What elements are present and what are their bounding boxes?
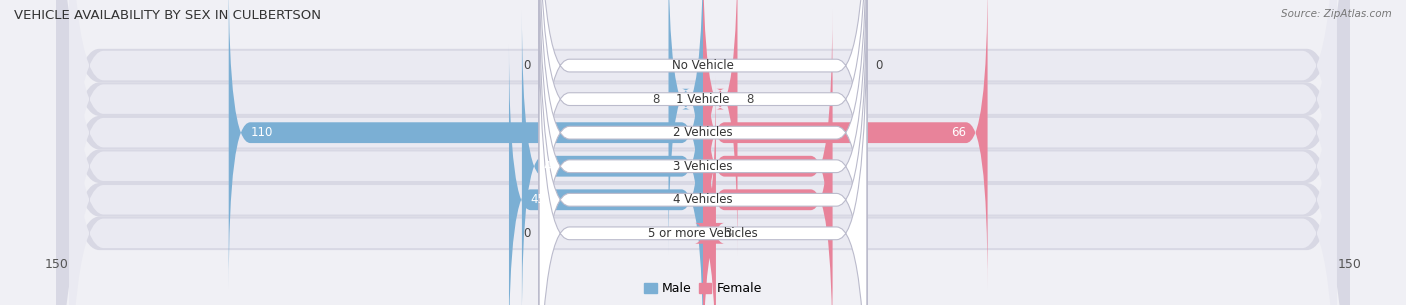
- Text: 110: 110: [250, 126, 273, 139]
- FancyBboxPatch shape: [69, 0, 1337, 305]
- Text: 8: 8: [652, 93, 659, 106]
- Text: 0: 0: [523, 227, 530, 240]
- FancyBboxPatch shape: [69, 0, 1337, 305]
- FancyBboxPatch shape: [69, 0, 1337, 305]
- Text: No Vehicle: No Vehicle: [672, 59, 734, 72]
- Text: 45: 45: [530, 193, 546, 206]
- FancyBboxPatch shape: [703, 0, 987, 290]
- FancyBboxPatch shape: [538, 5, 868, 305]
- FancyBboxPatch shape: [703, 9, 832, 305]
- Text: 42: 42: [544, 160, 558, 173]
- Text: VEHICLE AVAILABILITY BY SEX IN CULBERTSON: VEHICLE AVAILABILITY BY SEX IN CULBERTSO…: [14, 9, 321, 22]
- FancyBboxPatch shape: [69, 0, 1337, 305]
- FancyBboxPatch shape: [522, 9, 703, 305]
- Text: 66: 66: [950, 126, 966, 139]
- FancyBboxPatch shape: [538, 0, 868, 305]
- FancyBboxPatch shape: [69, 0, 1337, 305]
- Text: 2 Vehicles: 2 Vehicles: [673, 126, 733, 139]
- Text: 8: 8: [747, 93, 754, 106]
- FancyBboxPatch shape: [703, 0, 738, 257]
- FancyBboxPatch shape: [56, 0, 1350, 305]
- FancyBboxPatch shape: [538, 0, 868, 305]
- FancyBboxPatch shape: [509, 42, 703, 305]
- Text: 30: 30: [796, 160, 811, 173]
- FancyBboxPatch shape: [56, 0, 1350, 305]
- FancyBboxPatch shape: [56, 0, 1350, 305]
- FancyBboxPatch shape: [668, 0, 703, 257]
- Text: 3: 3: [724, 227, 733, 240]
- FancyBboxPatch shape: [56, 0, 1350, 305]
- FancyBboxPatch shape: [56, 0, 1350, 305]
- FancyBboxPatch shape: [538, 0, 868, 305]
- Text: 5 or more Vehicles: 5 or more Vehicles: [648, 227, 758, 240]
- Legend: Male, Female: Male, Female: [640, 277, 766, 300]
- Text: 1 Vehicle: 1 Vehicle: [676, 93, 730, 106]
- FancyBboxPatch shape: [56, 0, 1350, 305]
- FancyBboxPatch shape: [69, 0, 1337, 305]
- FancyBboxPatch shape: [229, 0, 703, 290]
- Text: 4 Vehicles: 4 Vehicles: [673, 193, 733, 206]
- FancyBboxPatch shape: [538, 0, 868, 305]
- FancyBboxPatch shape: [695, 76, 724, 305]
- Text: 0: 0: [523, 59, 530, 72]
- FancyBboxPatch shape: [703, 42, 832, 305]
- Text: Source: ZipAtlas.com: Source: ZipAtlas.com: [1281, 9, 1392, 19]
- Text: 3 Vehicles: 3 Vehicles: [673, 160, 733, 173]
- Text: 0: 0: [876, 59, 883, 72]
- Text: 30: 30: [796, 193, 811, 206]
- FancyBboxPatch shape: [538, 0, 868, 294]
